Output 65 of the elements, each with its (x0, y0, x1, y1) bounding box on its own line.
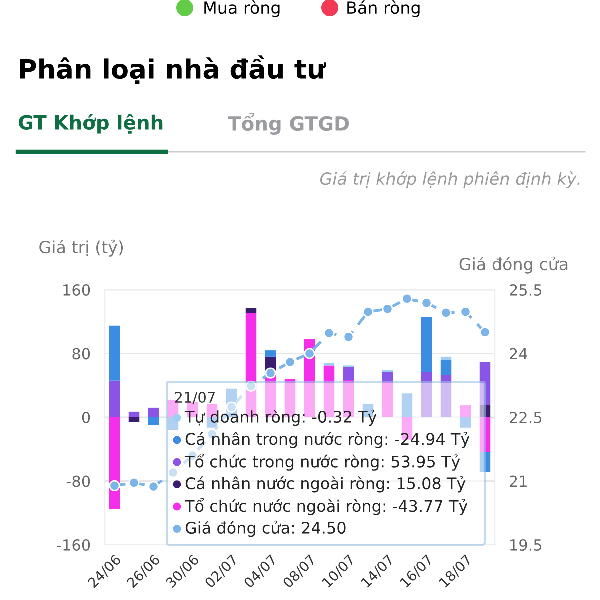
bar (109, 380, 120, 418)
annotation: Tổ chức trong nước ròng: 53.95 Tỷ (184, 454, 460, 471)
text: Bán ròng (348, 0, 420, 18)
text: Mua ròng (204, 0, 280, 18)
bar (480, 362, 491, 406)
bar (128, 412, 140, 418)
bar (148, 408, 160, 418)
point (440, 307, 452, 319)
bar (246, 308, 257, 314)
point (246, 380, 257, 392)
annotation: Cá nhân trong nước ròng: -24.94 Tỷ (186, 432, 470, 448)
y2-tick-label: 25.5 (510, 284, 542, 296)
point (382, 304, 394, 315)
y-tick-label: 160 (64, 284, 90, 296)
bar (421, 372, 432, 418)
bar (402, 394, 413, 418)
point (421, 298, 432, 309)
chart-title: Phân loại nhà đầu tư (20, 56, 326, 84)
point (480, 326, 491, 338)
annotation: Tổ chức nước ngoài ròng: -43.77 Tỷ (184, 498, 468, 516)
point (402, 293, 413, 304)
point (109, 480, 120, 492)
point (265, 368, 276, 379)
y2-tick-label: 22.5 (510, 412, 542, 424)
annotation: Giá đóng cửa: 24.50 (186, 520, 346, 538)
bar (480, 452, 491, 472)
annotation: Tự doanh ròng: -0.32 Tỷ (184, 410, 377, 426)
y-tick-label: 80 (72, 348, 90, 360)
point (304, 348, 316, 360)
y-axis-title: Giá trị (tỷ) (40, 240, 124, 257)
point (460, 306, 472, 318)
bar (440, 375, 452, 418)
bar (480, 405, 491, 418)
bar (343, 367, 354, 380)
bar (480, 418, 491, 452)
point (343, 332, 354, 343)
y2-tick-label: 19.5 (510, 539, 542, 552)
y-tick-label: 0 (82, 412, 90, 424)
y-tick-label: -160 (57, 539, 90, 552)
point (324, 328, 335, 339)
text: GT Khớp lệnh (18, 114, 163, 134)
chart-subtitle: Giá trị khớp lệnh phiên định kỳ. (320, 172, 580, 188)
y2-tick-label: 21 (510, 476, 527, 488)
bar (440, 356, 452, 360)
y2-tick-label: 24 (510, 348, 528, 360)
bar (109, 326, 120, 381)
bar (382, 382, 394, 418)
text: Tổng GTGD (228, 113, 350, 135)
y2-axis-title: Giá đóng cửa (460, 256, 568, 274)
point (168, 467, 179, 478)
point (362, 306, 374, 318)
bar (128, 418, 140, 422)
point (284, 356, 296, 368)
bar (382, 372, 394, 382)
point (128, 477, 140, 489)
bar (440, 360, 452, 376)
bar (265, 350, 276, 357)
bar (460, 406, 472, 418)
bar (421, 317, 432, 372)
bar (460, 418, 472, 428)
annotation: 21/07 (175, 392, 215, 404)
bar (148, 418, 160, 426)
point (148, 481, 160, 492)
annotation: Cá nhân nước ngoài ròng: 15.08 Tỷ (186, 476, 466, 493)
y-tick-label: -80 (66, 476, 90, 488)
